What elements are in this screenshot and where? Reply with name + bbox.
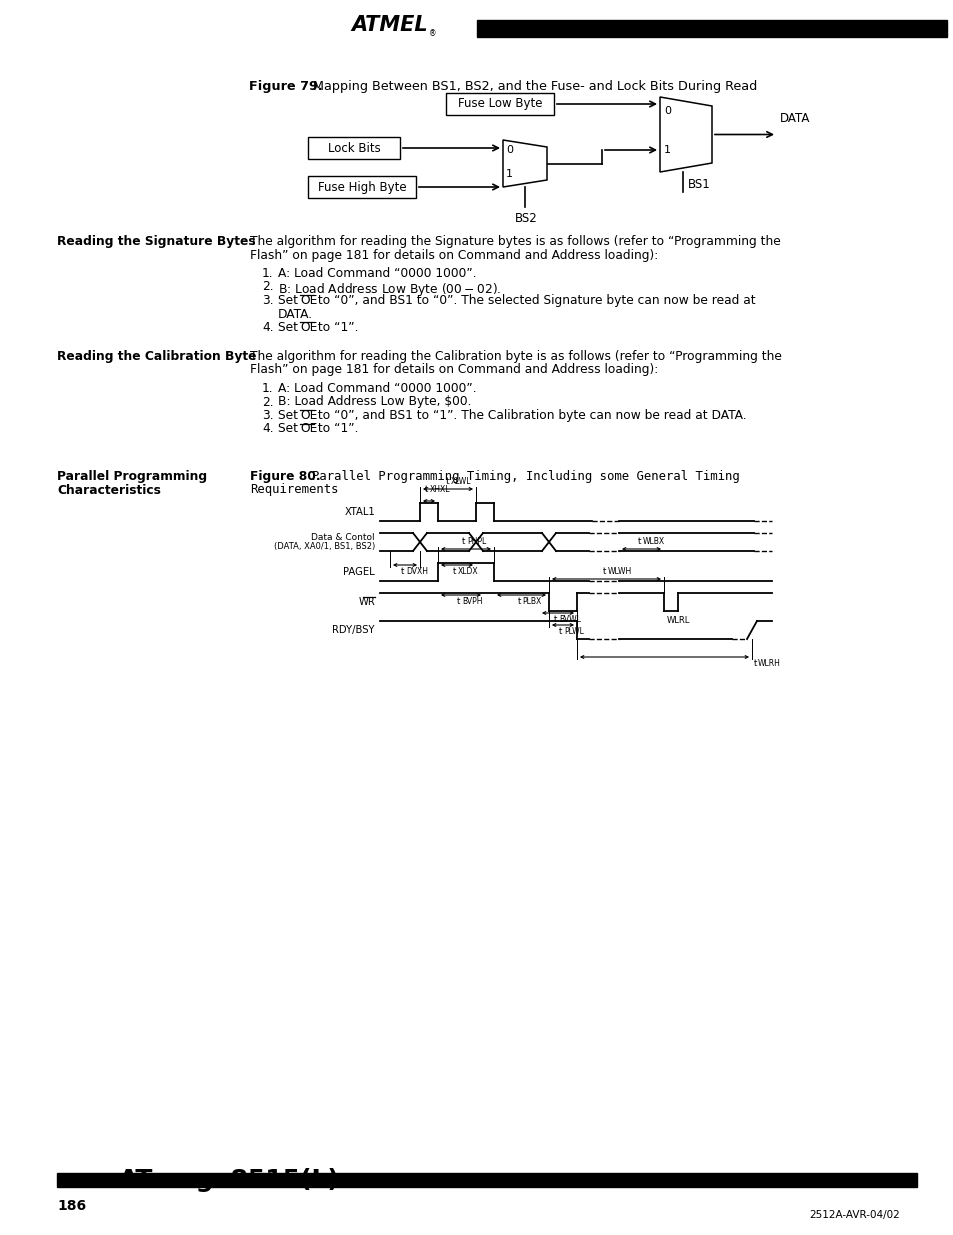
Text: Lock Bits: Lock Bits: [327, 142, 380, 154]
Text: PAGEL: PAGEL: [343, 567, 375, 577]
Text: 3.: 3.: [262, 294, 274, 308]
Text: 4.: 4.: [262, 321, 274, 333]
Text: The algorithm for reading the Signature bytes is as follows (refer to “Programmi: The algorithm for reading the Signature …: [250, 235, 780, 248]
Text: t: t: [517, 597, 520, 606]
Text: Set: Set: [277, 294, 301, 308]
Text: WLWH: WLWH: [607, 567, 631, 576]
Text: XLWL: XLWL: [451, 477, 471, 487]
Text: 186: 186: [57, 1199, 86, 1213]
Text: Fuse Low Byte: Fuse Low Byte: [457, 98, 541, 110]
Text: Data & Contol: Data & Contol: [311, 532, 375, 541]
Bar: [476, 20, 946, 37]
Text: The algorithm for reading the Calibration byte is as follows (refer to “Programm: The algorithm for reading the Calibratio…: [250, 350, 781, 363]
Text: Set: Set: [277, 321, 301, 333]
Text: t: t: [558, 627, 562, 636]
Text: PHPL: PHPL: [467, 537, 486, 546]
Text: to “0”, and BS1 to “1”. The Calibration byte can now be read at DATA.: to “0”, and BS1 to “1”. The Calibration …: [314, 409, 746, 422]
Text: 0: 0: [505, 144, 513, 156]
Text: Fuse High Byte: Fuse High Byte: [317, 180, 406, 194]
Text: BS1: BS1: [687, 178, 709, 190]
Text: Parallel Programming: Parallel Programming: [57, 471, 207, 483]
Text: to “1”.: to “1”.: [314, 422, 358, 436]
Text: 3.: 3.: [262, 409, 274, 422]
Text: WLRH: WLRH: [758, 659, 781, 668]
Text: Figure 80.: Figure 80.: [250, 471, 320, 483]
Text: (DATA, XA0/1, BS1, BS2): (DATA, XA0/1, BS1, BS2): [274, 542, 375, 552]
Text: A: Load Command “0000 1000”.: A: Load Command “0000 1000”.: [277, 382, 476, 395]
Text: RDY/BSY: RDY/BSY: [333, 625, 375, 635]
Bar: [446, 93, 554, 115]
Text: BVPH: BVPH: [461, 597, 482, 606]
Text: WR: WR: [358, 597, 375, 606]
Text: t: t: [425, 485, 428, 494]
Text: t: t: [602, 567, 605, 576]
Bar: [308, 177, 416, 198]
Text: OE: OE: [299, 422, 317, 436]
Text: OE: OE: [299, 294, 317, 308]
Text: Flash” on page 181 for details on Command and Address loading):: Flash” on page 181 for details on Comman…: [250, 363, 658, 377]
Text: Reading the Signature Bytes: Reading the Signature Bytes: [57, 235, 255, 248]
Text: Requirements: Requirements: [250, 483, 338, 496]
Text: 1: 1: [663, 144, 670, 156]
Text: to “1”.: to “1”.: [314, 321, 358, 333]
Bar: [308, 137, 399, 159]
Text: t: t: [401, 567, 404, 576]
Text: DVXH: DVXH: [406, 567, 428, 576]
Text: 4.: 4.: [262, 422, 274, 436]
Text: DATA.: DATA.: [277, 308, 313, 321]
Text: to “0”, and BS1 to “0”. The selected Signature byte can now be read at: to “0”, and BS1 to “0”. The selected Sig…: [314, 294, 755, 308]
Text: 0: 0: [663, 106, 670, 116]
Text: Flash” on page 181 for details on Command and Address loading):: Flash” on page 181 for details on Comman…: [250, 248, 658, 262]
Text: PLWL: PLWL: [563, 627, 583, 636]
Text: Set: Set: [277, 422, 301, 436]
Polygon shape: [502, 140, 546, 186]
Text: ATmega8515(L): ATmega8515(L): [119, 1168, 339, 1192]
Text: t: t: [638, 537, 640, 546]
Text: WLBX: WLBX: [641, 537, 664, 546]
Text: XLDX: XLDX: [457, 567, 478, 576]
Text: t: t: [462, 537, 465, 546]
Text: 1: 1: [505, 169, 513, 179]
Text: B: Load Address Low Byte, $00.: B: Load Address Low Byte, $00.: [277, 395, 471, 409]
Text: Mapping Between BS1, BS2, and the Fuse- and Lock Bits During Read: Mapping Between BS1, BS2, and the Fuse- …: [313, 80, 757, 93]
Text: t: t: [554, 615, 558, 624]
Text: ®: ®: [429, 30, 436, 38]
Text: t: t: [453, 567, 456, 576]
Text: Parallel Programming Timing, Including some General Timing: Parallel Programming Timing, Including s…: [312, 471, 739, 483]
Text: Characteristics: Characteristics: [57, 483, 161, 496]
Text: Figure 79.: Figure 79.: [249, 80, 322, 93]
Text: DATA: DATA: [780, 112, 809, 125]
Text: t: t: [753, 659, 757, 668]
Text: XHXL: XHXL: [430, 485, 450, 494]
Text: PLBX: PLBX: [522, 597, 541, 606]
Text: OE: OE: [299, 409, 317, 422]
Polygon shape: [659, 98, 711, 172]
Text: BS2: BS2: [515, 212, 537, 226]
Text: XTAL1: XTAL1: [344, 508, 375, 517]
Bar: [57, 1173, 916, 1187]
Text: Set: Set: [277, 409, 301, 422]
Text: 1.: 1.: [262, 382, 274, 395]
Text: BVWL: BVWL: [558, 615, 580, 624]
Text: 2.: 2.: [262, 395, 274, 409]
Text: OE: OE: [299, 321, 317, 333]
Text: B: Load Address Low Byte ($00 - $02).: B: Load Address Low Byte ($00 - $02).: [277, 280, 501, 298]
Text: t: t: [446, 477, 450, 487]
Text: ATMEL: ATMEL: [352, 15, 428, 35]
Text: 1.: 1.: [262, 267, 274, 280]
Text: 2.: 2.: [262, 280, 274, 294]
Text: t: t: [456, 597, 460, 606]
Text: WLRL: WLRL: [666, 616, 690, 625]
Text: A: Load Command “0000 1000”.: A: Load Command “0000 1000”.: [277, 267, 476, 280]
Text: Reading the Calibration Byte: Reading the Calibration Byte: [57, 350, 256, 363]
Text: 2512A-AVR-04/02: 2512A-AVR-04/02: [808, 1210, 899, 1220]
